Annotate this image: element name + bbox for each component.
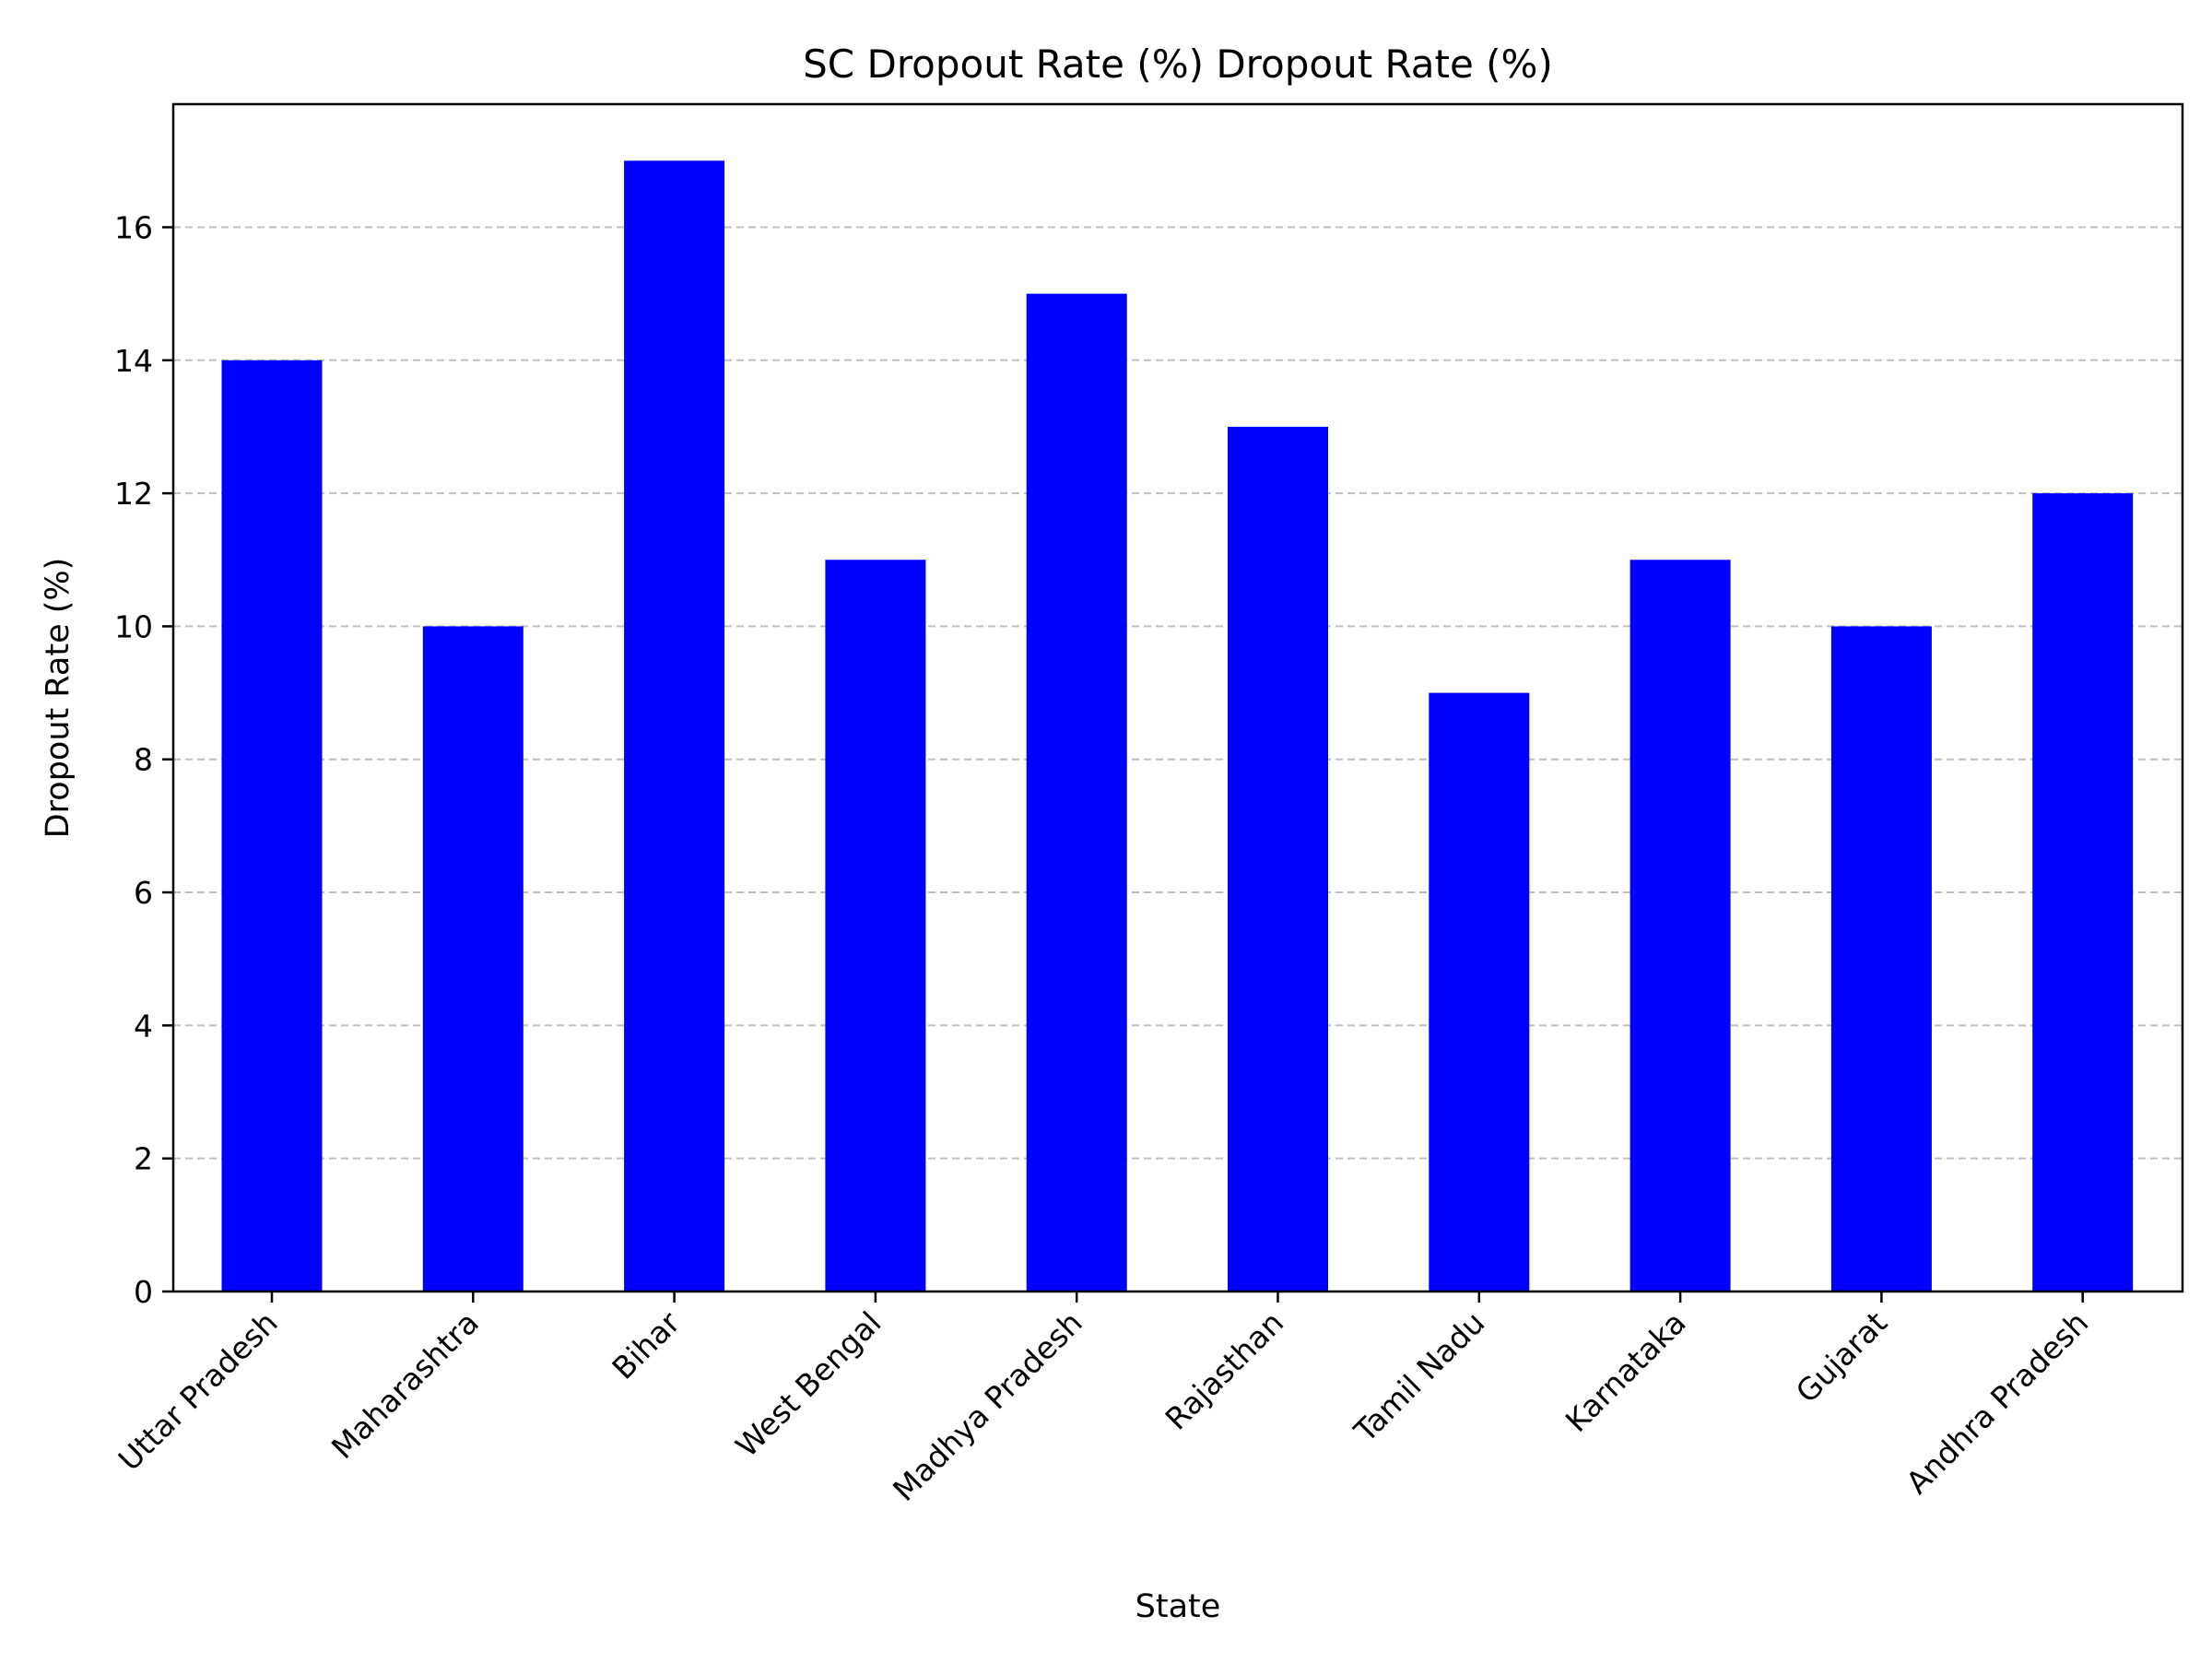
x-tick-label: Tamil Nadu	[1347, 1304, 1491, 1449]
x-axis-label: State	[1135, 1588, 1221, 1625]
bar-madhya-pradesh	[1026, 293, 1127, 1291]
x-tick-label: Bihar	[606, 1304, 688, 1386]
y-axis-label: Dropout Rate (%)	[40, 558, 76, 839]
x-tick-label: Andhra Pradesh	[1899, 1304, 2095, 1501]
bar-karnataka	[1630, 560, 1731, 1291]
y-tick-label: 4	[134, 1008, 153, 1044]
x-tick-label: Uttar Pradesh	[112, 1304, 285, 1478]
bar-gujarat	[1830, 626, 1932, 1291]
y-tick-label: 10	[114, 608, 153, 644]
x-tick-label: West Bengal	[728, 1304, 888, 1464]
plot-frame	[171, 102, 2184, 1293]
bar-maharashtra	[422, 626, 524, 1291]
x-tick-label: Madhya Pradesh	[886, 1304, 1089, 1508]
y-tick-label: 6	[134, 875, 153, 911]
bar-andhra-pradesh	[2032, 493, 2134, 1291]
bar-rajasthan	[1228, 426, 1328, 1291]
bar-bihar	[624, 160, 725, 1291]
bar-tamil-nadu	[1429, 692, 1530, 1291]
y-tick-label: 2	[134, 1141, 153, 1177]
y-tick-label: 0	[134, 1274, 153, 1310]
bar-west-bengal	[825, 560, 926, 1291]
y-tick-label: 12	[114, 476, 153, 512]
y-axis: 0 2 4 6 8 10 12 14 16	[114, 209, 173, 1310]
bars	[221, 160, 2134, 1291]
x-tick-label: Karnataka	[1559, 1304, 1693, 1439]
bar-uttar-pradesh	[221, 360, 323, 1291]
y-tick-label: 8	[134, 742, 153, 778]
y-tick-label: 16	[114, 209, 153, 245]
x-axis: Uttar Pradesh Maharashtra Bihar West Bengal…	[112, 1291, 2095, 1508]
x-tick-label: Maharashtra	[324, 1304, 486, 1466]
x-tick-label: Rajasthan	[1159, 1304, 1291, 1437]
x-tick-label: Gujarat	[1789, 1304, 1894, 1409]
y-tick-label: 14	[114, 343, 153, 379]
chart-title: SC Dropout Rate (%) Dropout Rate (%)	[803, 41, 1553, 87]
